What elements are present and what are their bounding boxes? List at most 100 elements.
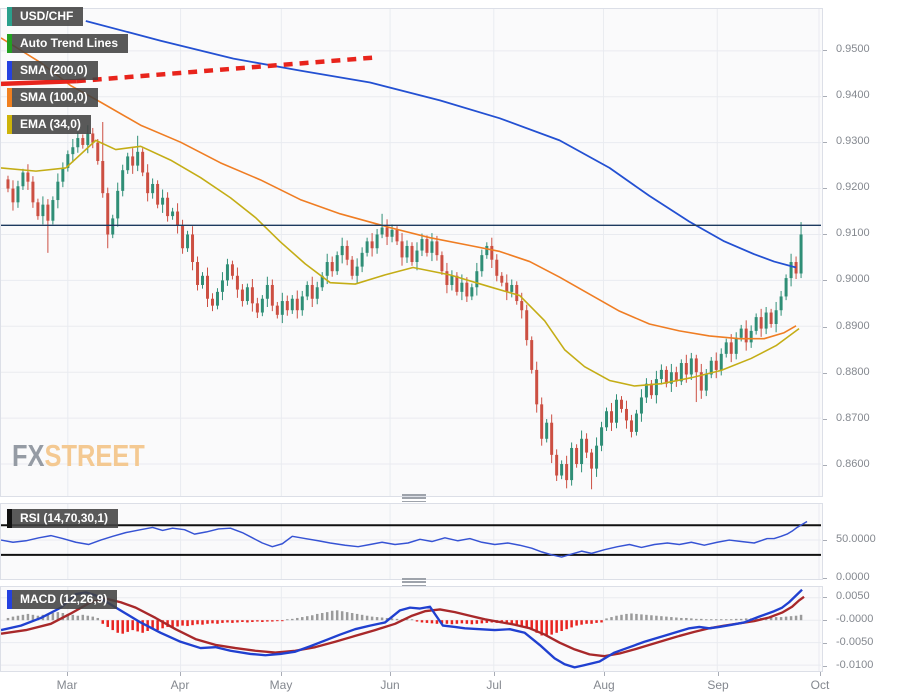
macd-tick--0.0050-mark xyxy=(823,643,827,644)
candle-body xyxy=(495,259,499,276)
candlestick-chart[interactable] xyxy=(1,9,822,496)
macd-hist-bar xyxy=(724,619,728,621)
price-panel[interactable] xyxy=(0,8,823,497)
macd-hist-bar xyxy=(385,617,389,621)
macd-hist-bar xyxy=(91,616,95,621)
trend-line-dashed xyxy=(76,55,373,84)
candle-body xyxy=(116,190,120,219)
candle-body xyxy=(56,181,60,201)
month-tick xyxy=(820,672,821,676)
candle-body xyxy=(639,397,643,414)
macd-hist-bar xyxy=(101,620,104,624)
candle-body xyxy=(265,284,269,299)
macd-hist-bar xyxy=(640,614,643,621)
candle-body xyxy=(355,266,359,276)
macd-line xyxy=(1,588,803,669)
macd-tick-0.0050-mark xyxy=(823,597,827,598)
macd-hist-bar xyxy=(256,620,259,622)
overlay-label-auto-trend-lines[interactable]: Auto Trend Lines xyxy=(7,34,129,53)
macd-hist-bar xyxy=(470,620,474,625)
time-axis[interactable]: Mar Apr May Jun Jul Aug Sep Oct xyxy=(0,672,829,697)
macd-indicator-label[interactable]: MACD (12,26,9) xyxy=(7,590,118,609)
overlay-label-sma-100-0-[interactable]: SMA (100,0) xyxy=(7,88,98,107)
price-tick-0.9300-mark xyxy=(823,142,827,143)
macd-hist-bar xyxy=(719,619,723,621)
price-tick-0.9200-mark xyxy=(823,188,827,189)
macd-hist-bar xyxy=(605,618,608,621)
panel-resize-handle-top[interactable] xyxy=(402,494,426,502)
candle-body xyxy=(6,179,10,189)
overlay-label-auto-trend-lines-color-bar xyxy=(7,34,12,53)
candle-body xyxy=(555,454,559,476)
macd-hist-bar xyxy=(191,620,194,626)
month-tick xyxy=(604,672,605,676)
macd-hist-bar xyxy=(330,610,334,621)
candle-body xyxy=(360,252,364,267)
rsi-chart[interactable] xyxy=(1,504,822,579)
macd-hist-bar xyxy=(615,615,618,621)
overlay-label-sma-200-0--text: SMA (200,0) xyxy=(12,61,98,80)
candle-body xyxy=(425,239,429,253)
macd-hist-bar xyxy=(480,620,484,624)
macd-hist-bar xyxy=(236,620,239,623)
macd-hist-bar xyxy=(550,620,553,635)
rsi-panel[interactable] xyxy=(0,503,823,580)
macd-hist-bar xyxy=(96,617,100,621)
macd-hist-bar xyxy=(206,620,209,624)
fxstreet-watermark: FXSTREET xyxy=(12,438,145,474)
candle-body xyxy=(335,255,339,272)
candle-body xyxy=(370,241,374,249)
candle-body xyxy=(16,186,20,203)
rsi-tick-50.0000-mark xyxy=(823,540,827,541)
candle-body xyxy=(71,147,75,155)
candle-body xyxy=(91,133,95,143)
candle-body xyxy=(21,172,25,187)
macd-hist-bar xyxy=(565,620,568,630)
candle-body xyxy=(260,298,264,313)
macd-panel[interactable] xyxy=(0,586,823,672)
month-label-aug: Aug xyxy=(593,678,615,692)
macd-tick--0.0100-mark xyxy=(823,666,827,667)
candle-body xyxy=(61,167,65,182)
macd-hist-bar xyxy=(690,618,693,621)
macd-hist-bar xyxy=(86,615,90,621)
candle-body xyxy=(156,183,160,205)
macd-hist-bar xyxy=(151,620,154,630)
macd-hist-bar xyxy=(789,616,793,621)
candle-body xyxy=(240,289,244,302)
macd-hist-bar xyxy=(156,620,159,631)
candle-body xyxy=(545,422,549,439)
macd-hist-bar xyxy=(600,620,603,623)
month-tick xyxy=(180,672,181,676)
panel-resize-handle-bottom[interactable] xyxy=(402,578,426,586)
price-tick-0.9200: 0.9200 xyxy=(836,181,870,193)
macd-hist-bar xyxy=(291,618,294,621)
price-axis[interactable]: 0.912000 0.95000.94000.93000.92000.91000… xyxy=(823,0,898,697)
overlay-label-usd-chf[interactable]: USD/CHF xyxy=(7,7,84,26)
macd-tick-0.0050: 0.0050 xyxy=(836,590,870,602)
macd-hist-bar xyxy=(670,617,673,621)
macd-hist-bar xyxy=(340,611,344,621)
candle-body xyxy=(210,298,214,306)
price-tick-0.9100: 0.9100 xyxy=(836,227,870,239)
macd-hist-bar xyxy=(241,620,244,623)
macd-hist-bar xyxy=(181,620,184,626)
sma-200-line xyxy=(85,20,797,269)
macd-hist-bar xyxy=(116,620,119,633)
macd-hist-bar xyxy=(310,615,314,621)
overlay-label-ema-34-0-[interactable]: EMA (34,0) xyxy=(7,115,91,134)
macd-hist-bar xyxy=(754,617,758,621)
candle-body xyxy=(126,156,130,171)
month-label-apr: Apr xyxy=(170,678,190,692)
rsi-indicator-label[interactable]: RSI (14,70,30,1) xyxy=(7,509,119,528)
price-tick-0.9300: 0.9300 xyxy=(836,135,870,147)
macd-hist-bar xyxy=(320,613,324,621)
candle-body xyxy=(81,138,85,145)
sma-100-line xyxy=(1,37,797,340)
macd-hist-bar xyxy=(276,620,279,622)
trend-line-solid xyxy=(1,78,77,87)
macd-chart[interactable] xyxy=(1,587,822,671)
month-label-sep: Sep xyxy=(707,678,729,692)
overlay-label-sma-200-0-[interactable]: SMA (200,0) xyxy=(7,61,98,80)
price-tick-0.8600-mark xyxy=(823,465,827,466)
